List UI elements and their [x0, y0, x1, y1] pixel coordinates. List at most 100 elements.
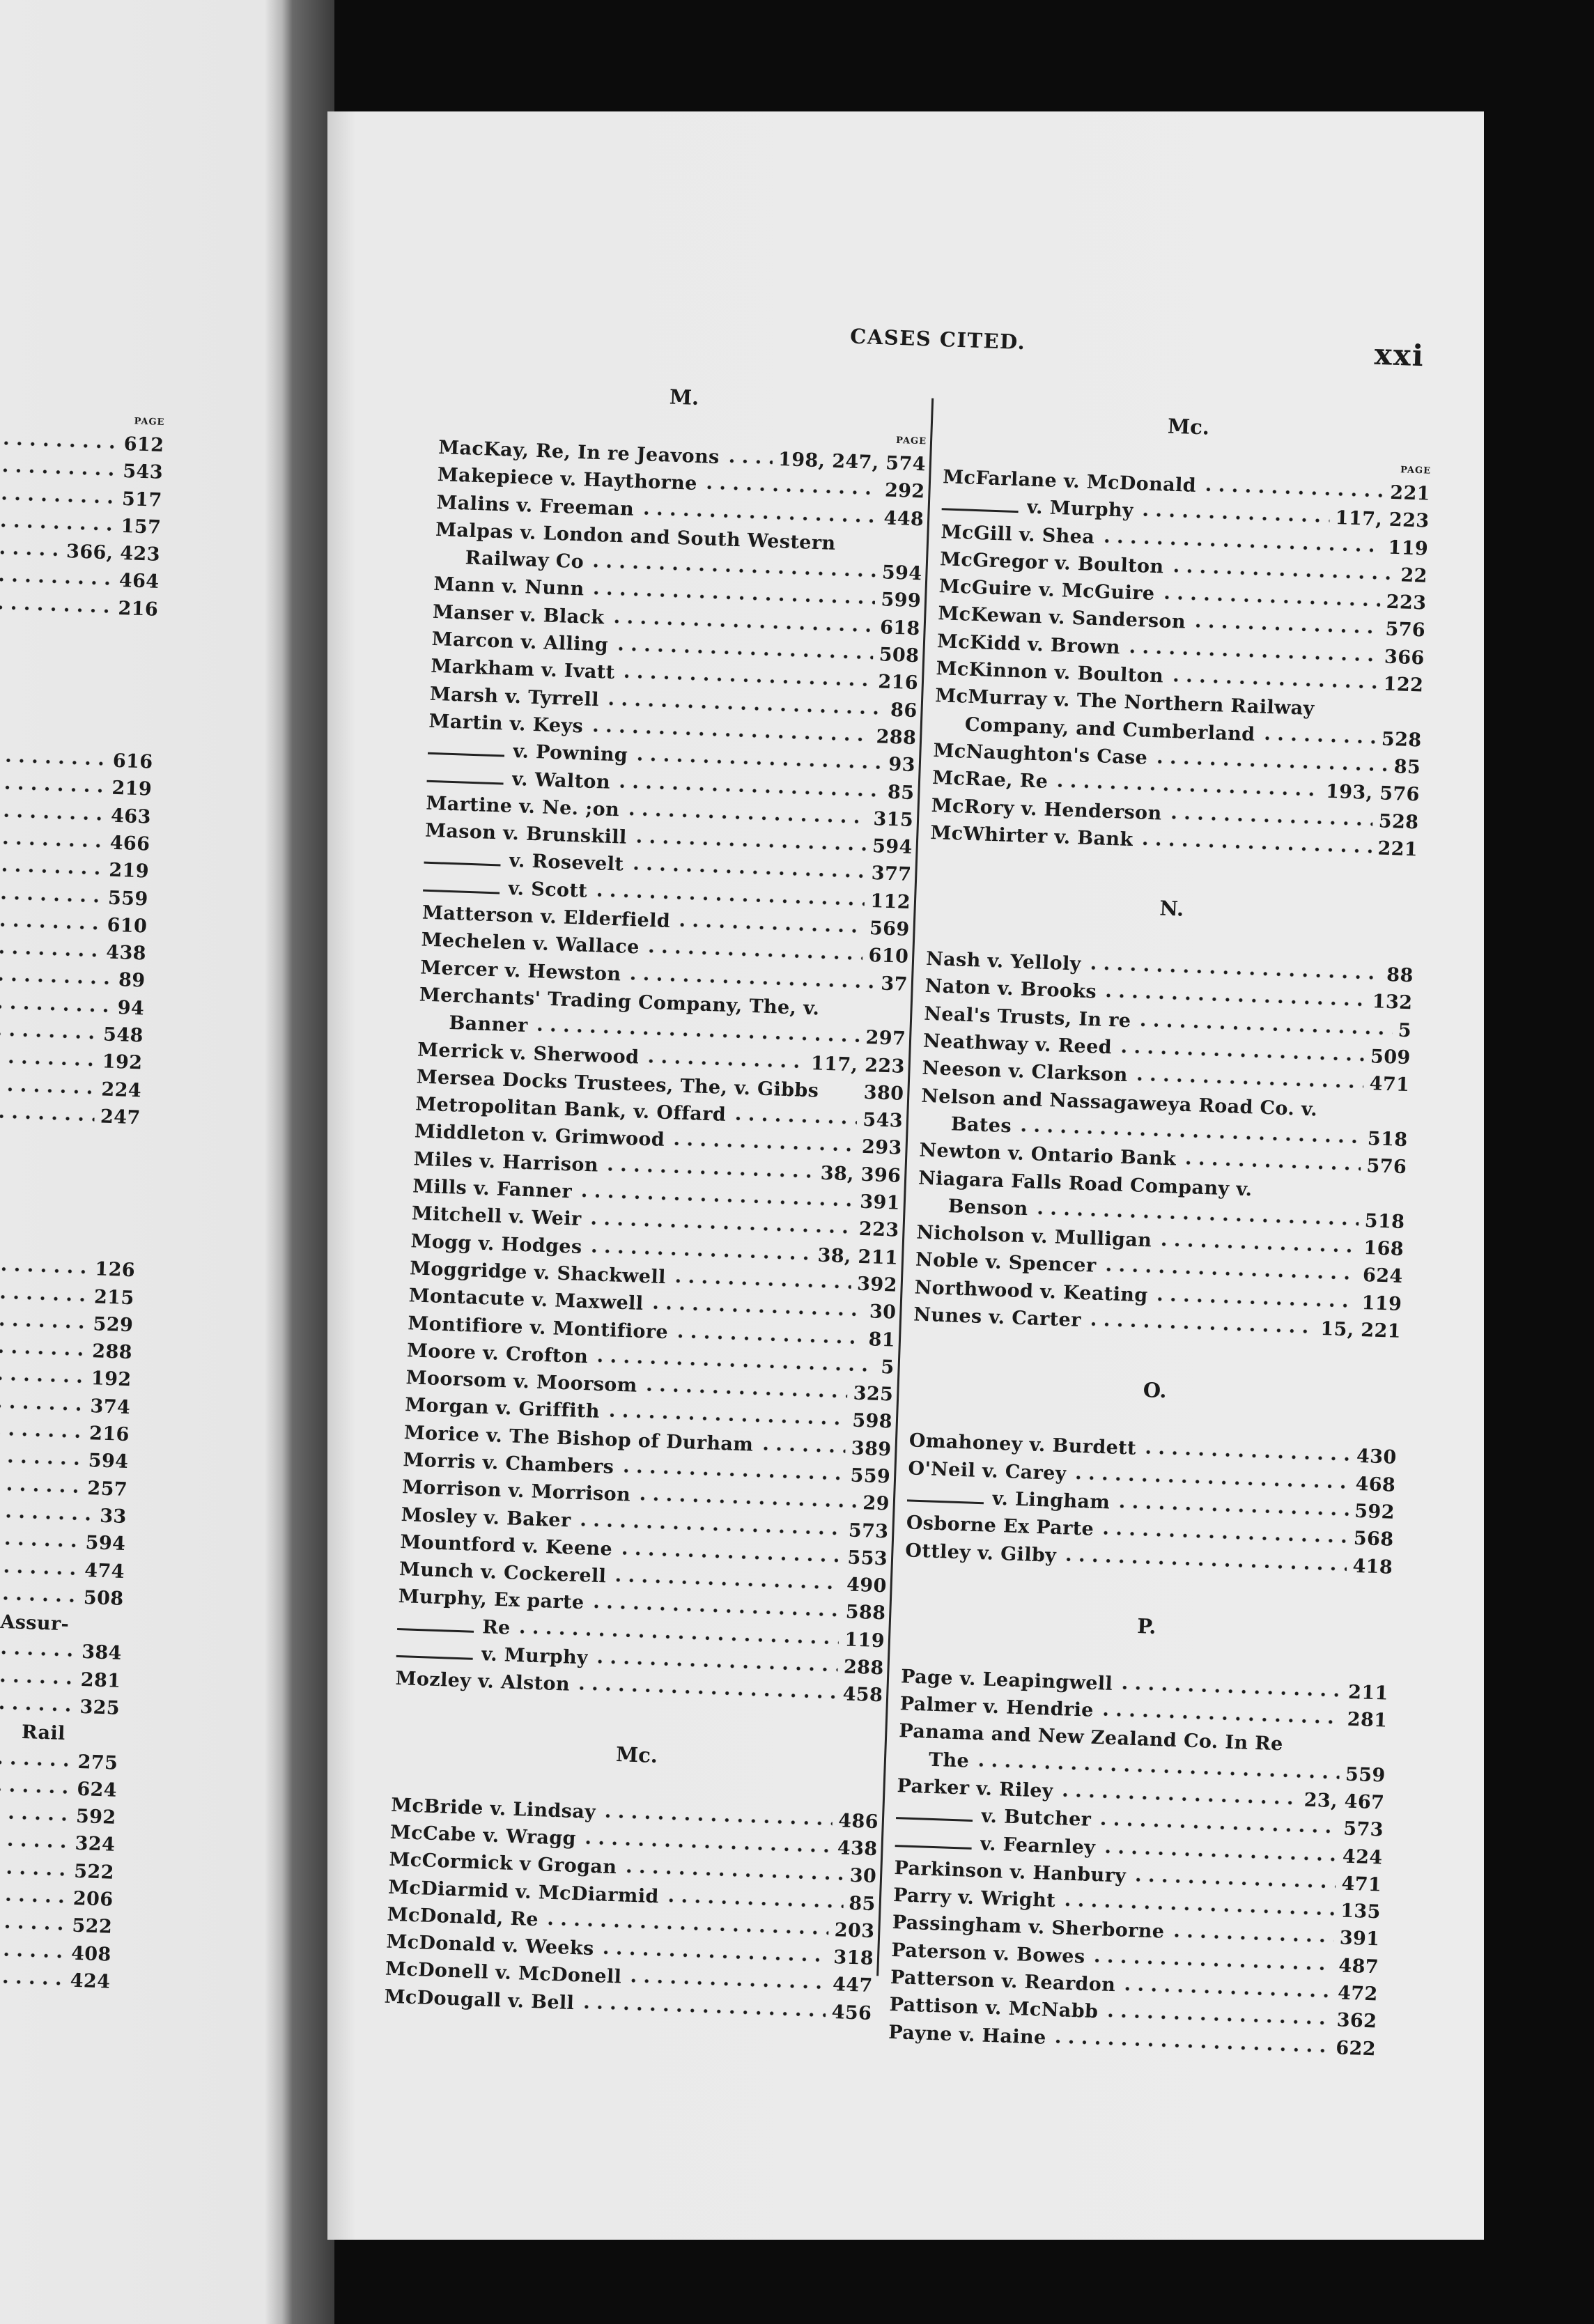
- page-reference: 568: [1353, 1527, 1394, 1551]
- leader-dots: [575, 1685, 837, 1701]
- leader-dots: [1169, 567, 1395, 581]
- leader-dots: [628, 865, 866, 880]
- page-reference: 126: [94, 1258, 136, 1282]
- leader-dots: [649, 1304, 865, 1318]
- facing-left-page: PAGE 612 543 517 157 366, 423 464 216 616 219 463…: [0, 0, 334, 2324]
- leader-dots: [0, 1910, 67, 1932]
- page-column-label: PAGE: [1400, 465, 1432, 477]
- case-name: Payne v. Haine: [888, 2021, 1047, 2049]
- page-reference: 288: [843, 1656, 885, 1680]
- page-reference: 522: [73, 1860, 115, 1884]
- page-reference: 380: [863, 1081, 904, 1105]
- ditto-dash: [427, 752, 504, 757]
- leader-dots: [0, 1418, 84, 1439]
- page-reference: 474: [84, 1559, 125, 1583]
- page-reference: 594: [88, 1450, 129, 1473]
- leader-dots: [610, 618, 875, 633]
- leader-dots: [0, 566, 114, 587]
- page-reference: 522: [71, 1915, 113, 1939]
- leader-dots: [0, 1746, 72, 1768]
- leader-dots: [1058, 1792, 1299, 1806]
- leader-dots: [0, 1883, 68, 1905]
- case-name: Parker v. Riley: [897, 1775, 1054, 1802]
- page-reference: 117, 223: [1335, 507, 1430, 532]
- case-name: v. Butcher: [980, 1805, 1092, 1831]
- page-reference: 448: [883, 506, 924, 530]
- leader-dots: [1120, 1985, 1333, 1999]
- page-reference: 612: [123, 433, 164, 456]
- leader-dots: [617, 1549, 842, 1564]
- leader-dots: [0, 1019, 98, 1041]
- leader-dots: [673, 1333, 863, 1345]
- leader-dots: [605, 1412, 847, 1427]
- case-name: v. Lingham: [991, 1487, 1111, 1514]
- leader-dots: [577, 1192, 855, 1208]
- page-reference: 112: [869, 890, 911, 913]
- ditto-dash: [396, 1655, 473, 1660]
- ditto-dash: [895, 1844, 972, 1850]
- leader-dots: [604, 700, 885, 716]
- page-reference: 219: [108, 859, 150, 883]
- leader-dots: [0, 855, 104, 876]
- leader-dots: [620, 673, 873, 688]
- leader-dots: [603, 1165, 815, 1179]
- leader-dots: [1099, 537, 1383, 553]
- leader-dots: [0, 1308, 88, 1330]
- page-reference: 466: [109, 832, 150, 855]
- ditto-dash: [424, 862, 501, 867]
- page-reference: 216: [877, 671, 919, 695]
- leader-dots: [0, 992, 112, 1014]
- leader-dots: [639, 509, 879, 524]
- leader-dots: [613, 646, 874, 661]
- case-name: v. Scott: [507, 877, 588, 902]
- left-page-entry-group: 612 543 517 157 366, 423 464 216: [0, 415, 164, 623]
- leader-dots: [1191, 623, 1380, 635]
- page-reference: 29: [862, 1492, 890, 1515]
- leader-dots: [0, 593, 113, 614]
- page-reference: 548: [102, 1023, 144, 1047]
- page-reference: 569: [869, 917, 911, 941]
- page-reference: 471: [1369, 1073, 1410, 1097]
- case-name: Nunes v. Carter: [913, 1303, 1082, 1331]
- leader-dots: [599, 1949, 828, 1963]
- page-reference: 211: [1347, 1681, 1389, 1705]
- leader-dots: [0, 1637, 77, 1659]
- leader-dots: [1131, 1876, 1336, 1890]
- page-reference: 193, 576: [1325, 781, 1421, 806]
- page-reference: 219: [111, 777, 153, 801]
- leader-dots: [0, 800, 106, 822]
- ditto-dash: [426, 780, 504, 785]
- leader-dots: [0, 1046, 97, 1068]
- ditto-dash: [397, 1627, 474, 1633]
- leader-dots: [1053, 782, 1321, 798]
- leader-dots: [1103, 2013, 1331, 2027]
- entry-list: Omahoney v. Burdett 430 O'Neil v. Carey 468…: [905, 1427, 1397, 1581]
- leader-dots: [516, 1628, 839, 1645]
- case-name: v. Fearnley: [980, 1832, 1096, 1859]
- page-reference: 85: [848, 1892, 876, 1915]
- page-reference: 362: [1336, 2009, 1377, 2033]
- leader-dots: [0, 1446, 83, 1467]
- leader-dots: [1167, 814, 1373, 827]
- page-reference: 168: [1363, 1237, 1405, 1261]
- leader-dots: [626, 1978, 828, 1991]
- leader-dots: [1101, 993, 1367, 1008]
- page-reference: 247: [100, 1106, 141, 1129]
- page-reference: 529: [93, 1313, 134, 1337]
- leader-dots: [0, 1363, 86, 1385]
- page-reference: 132: [1372, 991, 1413, 1014]
- page-reference: 384: [81, 1641, 123, 1665]
- case-name-continuation: The: [928, 1749, 970, 1772]
- page-reference: 122: [1383, 673, 1424, 697]
- leader-dots: [0, 937, 101, 959]
- leader-dots: [0, 1691, 75, 1713]
- page-reference: 624: [76, 1778, 118, 1802]
- leader-dots: [1141, 1449, 1352, 1462]
- page-reference: 490: [846, 1574, 888, 1597]
- page-reference: 487: [1338, 1955, 1379, 1978]
- ditto-dash: [896, 1817, 973, 1822]
- leader-dots: [1201, 486, 1385, 499]
- section-letter-heading: Mc.: [615, 1742, 658, 1767]
- leader-dots: [670, 1140, 857, 1153]
- leader-dots: [1061, 1556, 1347, 1572]
